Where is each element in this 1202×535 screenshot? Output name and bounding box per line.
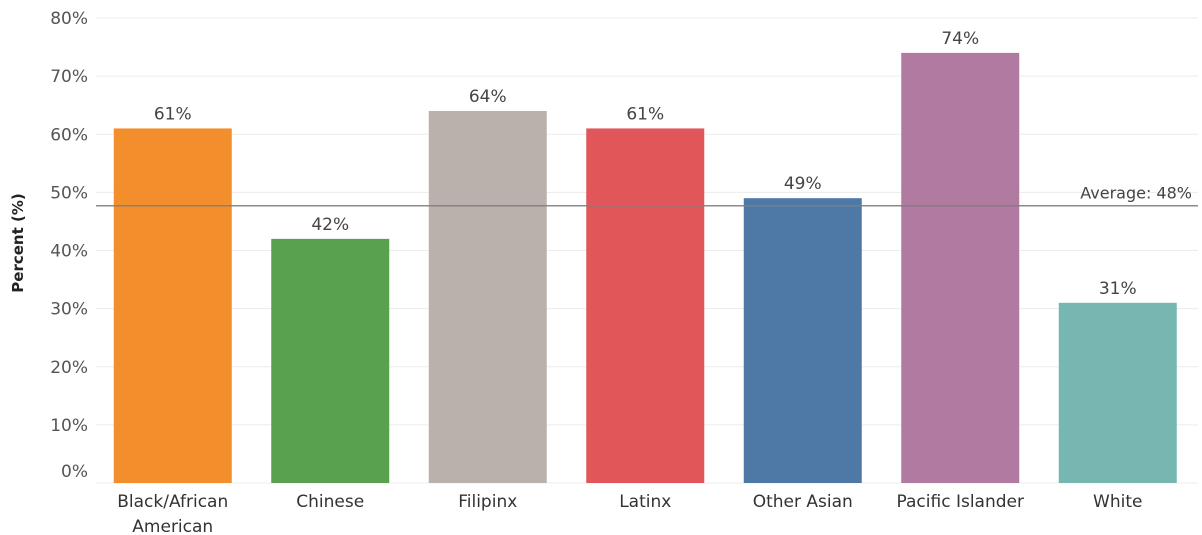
bar-0 [113, 128, 232, 483]
bar-2 [428, 111, 547, 483]
y-axis-ticks: 0% 10% 20% 30% 40% 50% 60% 70% 80% [50, 9, 88, 482]
x-tick-label-4: Other Asian [753, 492, 853, 512]
y-tick-label-10: 10% [50, 416, 88, 436]
x-tick-label-3: Latinx [619, 492, 671, 512]
x-tick-label-0-line-1: American [132, 517, 213, 535]
y-tick-label-50: 50% [50, 183, 88, 203]
x-tick-label-6: White [1093, 492, 1142, 512]
data-label-0: 61% [154, 104, 192, 124]
average-reference-line-group: Average: 48% [96, 184, 1198, 207]
y-tick-label-0: 0% [61, 462, 88, 482]
data-label-1: 42% [311, 215, 349, 235]
bar-3 [586, 128, 705, 483]
bars: 61% 42% 64% 61% 49% 74% 31% [113, 29, 1177, 483]
data-label-2: 64% [469, 87, 507, 107]
data-label-5: 74% [941, 29, 979, 49]
bar-4 [743, 198, 862, 483]
x-tick-label-0-line-0: Black/African [117, 492, 228, 512]
x-tick-label-2: Filipinx [458, 492, 517, 512]
bar-5 [901, 52, 1020, 483]
x-axis-category-labels: Black/African American Chinese Filipinx Lati… [117, 492, 1142, 535]
x-tick-label-1: Chinese [296, 492, 364, 512]
y-tick-label-40: 40% [50, 242, 88, 262]
y-tick-label-70: 70% [50, 67, 88, 87]
y-tick-label-20: 20% [50, 358, 88, 378]
data-label-4: 49% [784, 174, 822, 194]
bar-1 [271, 238, 390, 483]
x-tick-label-5: Pacific Islander [897, 492, 1024, 512]
y-tick-label-80: 80% [50, 9, 88, 29]
average-label: Average: 48% [1080, 184, 1192, 203]
data-label-3: 61% [626, 104, 664, 124]
y-tick-label-60: 60% [50, 125, 88, 145]
y-axis-label: Percent (%) [9, 193, 27, 292]
data-label-6: 31% [1099, 279, 1137, 299]
bar-6 [1058, 302, 1177, 483]
y-tick-label-30: 30% [50, 300, 88, 320]
